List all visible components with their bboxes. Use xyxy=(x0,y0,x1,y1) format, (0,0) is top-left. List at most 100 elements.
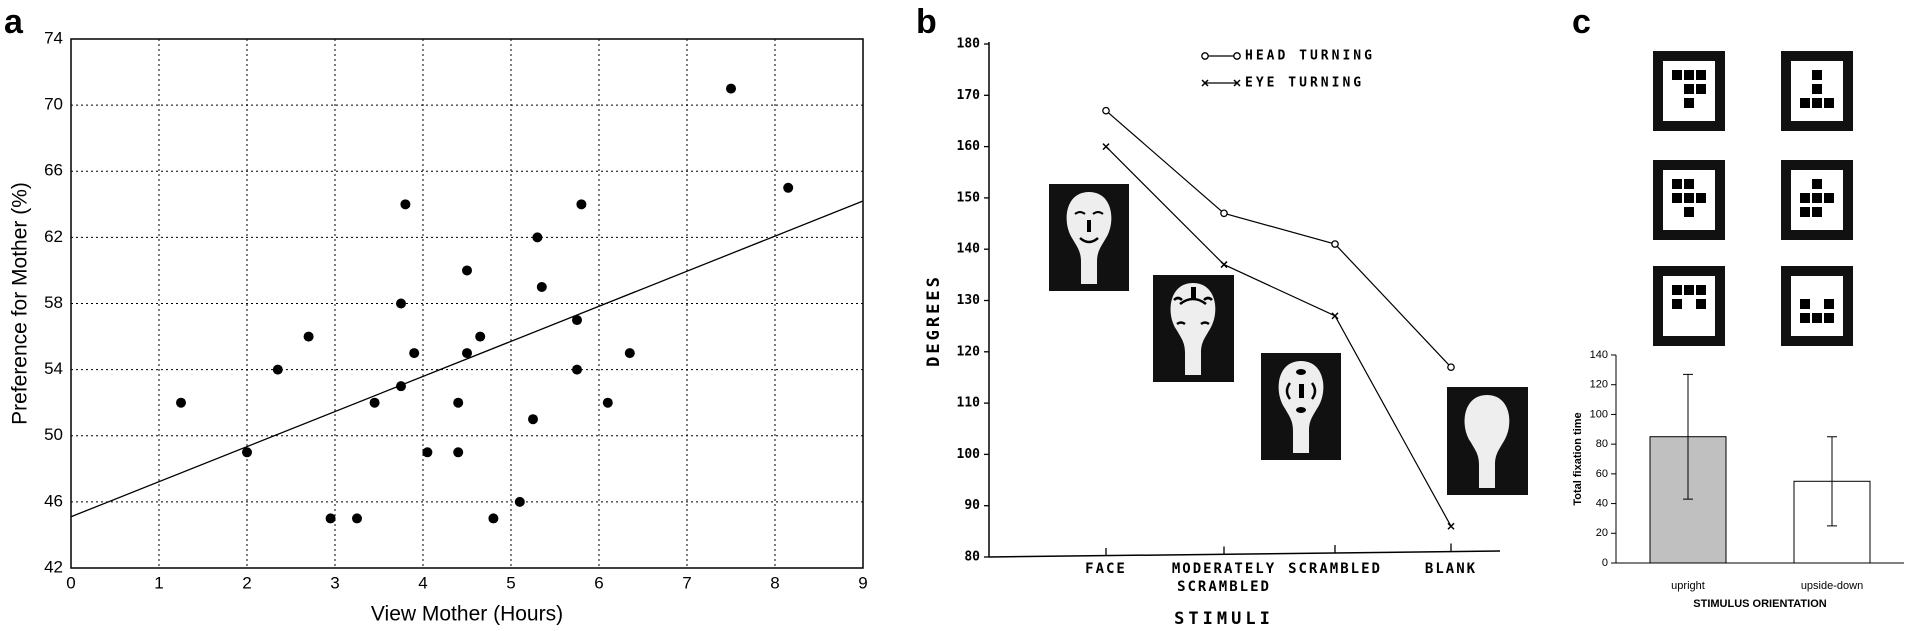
y-tick-label: 170 xyxy=(957,88,981,103)
x-axis xyxy=(988,550,1501,558)
x-tick-label: 2 xyxy=(242,573,251,592)
y-tick-label: 110 xyxy=(957,396,981,411)
pattern-square xyxy=(1812,84,1822,94)
point xyxy=(325,513,336,524)
panel-label: a xyxy=(4,3,24,41)
x-axis-label: STIMULUS ORIENTATION xyxy=(1693,598,1826,610)
y-tick-label: 40 xyxy=(1596,497,1608,509)
x-tick-label: upside-down xyxy=(1801,580,1863,592)
face-shape xyxy=(1464,395,1510,488)
x-tick-label: BLANK xyxy=(1425,561,1477,577)
pattern-square xyxy=(1824,98,1834,108)
point xyxy=(409,348,420,359)
y-tick-label: 140 xyxy=(1590,349,1608,361)
y-tick-label: 46 xyxy=(44,491,63,510)
plot-frame xyxy=(70,38,864,569)
legend-marker xyxy=(1233,52,1241,60)
x-tick-label: 9 xyxy=(858,573,867,592)
y-tick-label: 100 xyxy=(957,447,981,462)
point xyxy=(176,397,186,408)
pattern-square xyxy=(1812,313,1822,323)
fit-line xyxy=(70,200,864,518)
pattern-square xyxy=(1684,98,1694,108)
panel-label: c xyxy=(1572,3,1591,41)
face-part xyxy=(1296,369,1306,375)
face-eyes xyxy=(1074,211,1104,215)
face-part xyxy=(1191,287,1196,299)
legend-marker xyxy=(1233,79,1241,87)
y-tick-label: 180 xyxy=(957,37,981,52)
x-tick-label: 6 xyxy=(594,573,603,592)
marker xyxy=(1447,363,1455,372)
point xyxy=(488,513,499,524)
pattern-square xyxy=(1672,179,1682,189)
pattern-square xyxy=(1696,299,1706,309)
face-nose xyxy=(1087,220,1091,232)
pattern-square xyxy=(1672,193,1682,203)
marker xyxy=(1220,209,1228,218)
y-tick-label: 130 xyxy=(957,293,981,308)
pattern-square xyxy=(1672,285,1682,295)
x-tick-label: 4 xyxy=(418,573,427,592)
y-tick-label: 0 xyxy=(1602,557,1608,569)
pattern-square xyxy=(1696,285,1706,295)
marker xyxy=(1331,312,1339,320)
x-tick-label: SCRAMBLED xyxy=(1288,561,1382,577)
x-tick-label: FACE xyxy=(1085,561,1127,577)
face-mouth xyxy=(1079,237,1099,244)
y-tick-label: 54 xyxy=(44,359,63,378)
pattern-square xyxy=(1684,193,1694,203)
y-tick-label: 80 xyxy=(964,550,980,565)
y-tick-label: 74 xyxy=(44,28,63,47)
pattern-square xyxy=(1800,207,1810,217)
y-tick-label: 42 xyxy=(44,557,63,576)
x-tick-label: 3 xyxy=(330,573,339,592)
point xyxy=(536,281,547,292)
stimulus-patterns xyxy=(1653,51,1853,346)
pattern-square xyxy=(1824,313,1834,323)
point xyxy=(532,232,543,243)
point xyxy=(453,447,464,458)
y-tick-label: 20 xyxy=(1596,527,1608,539)
pattern-square xyxy=(1684,70,1694,80)
pattern-square xyxy=(1824,299,1834,309)
point xyxy=(462,348,472,359)
x-axis-label: STIMULI xyxy=(1174,609,1274,629)
face-part xyxy=(1176,321,1210,326)
pattern-square xyxy=(1684,285,1694,295)
pattern-square xyxy=(1800,313,1810,323)
y-tick-label: 80 xyxy=(1596,438,1608,450)
y-tick-label: 70 xyxy=(44,95,63,114)
y-tick-label: 58 xyxy=(44,293,63,312)
face-part xyxy=(1299,384,1304,398)
pattern-square xyxy=(1800,193,1810,203)
pattern-square xyxy=(1672,70,1682,80)
y-tick-label: 50 xyxy=(44,425,63,444)
point xyxy=(352,513,362,524)
point xyxy=(602,397,613,408)
y-tick-label: 62 xyxy=(44,227,63,246)
point xyxy=(572,364,582,375)
y-tick-label: 150 xyxy=(957,190,981,205)
marker xyxy=(1102,106,1110,115)
x-tick-label: 5 xyxy=(506,573,515,592)
marker xyxy=(1331,240,1339,248)
y-tick-label: 120 xyxy=(957,344,981,359)
point xyxy=(453,397,464,408)
panel-label: b xyxy=(916,3,937,41)
point xyxy=(396,298,406,309)
point xyxy=(726,83,736,94)
pattern-square xyxy=(1812,193,1822,203)
pattern-square xyxy=(1824,193,1834,203)
pattern-square xyxy=(1684,84,1694,94)
x-axis-label: View Mother (Hours) xyxy=(371,603,563,626)
pattern-square xyxy=(1800,299,1810,309)
pattern-square xyxy=(1672,299,1682,309)
pattern-square xyxy=(1812,98,1822,108)
point xyxy=(400,199,411,210)
pattern-square xyxy=(1696,70,1706,80)
face-part xyxy=(1173,296,1213,306)
y-axis-label: Total fixation time xyxy=(1572,412,1584,505)
